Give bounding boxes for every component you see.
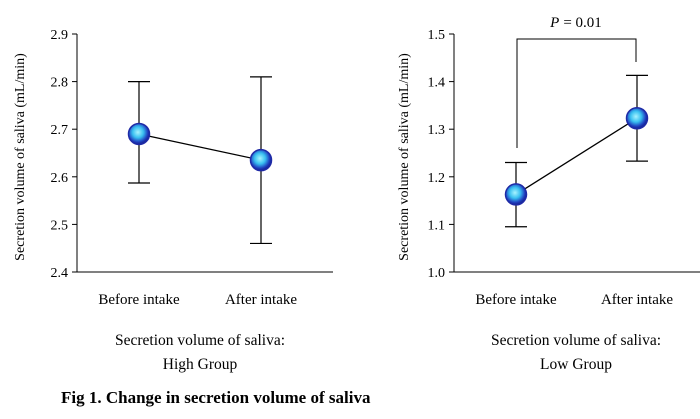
figure-caption: Fig 1. Change in secretion volume of sal… [61,388,371,407]
y-tick-label: 2.7 [51,123,69,138]
y-axis-label: Secretion volume of saliva (mL/min) [13,53,28,261]
panel-description-line-2: High Group [163,356,238,373]
series-line [138,133,262,161]
y-tick-label: 2.8 [51,76,69,91]
data-point [625,107,649,130]
p-value-text: = 0.01 [563,15,601,31]
y-axis-label: Secretion volume of saliva (mL/min) [397,53,412,261]
y-tick-label: 2.9 [51,28,69,43]
panel-description-line-1: Secretion volume of saliva: [491,332,661,349]
data-marks [504,74,649,228]
panel-description-line-2: Low Group [540,356,612,373]
category-label-after: After intake [225,292,297,308]
category-label-before: Before intake [98,292,180,308]
y-ticks: 1.0 1.1 1.2 1.3 1.4 1.5 [428,28,454,281]
category-label-before: Before intake [475,292,557,308]
series-line [515,117,638,195]
y-tick-label: 1.1 [428,218,446,233]
category-label-after: After intake [601,292,673,308]
panel-description-line-1: Secretion volume of saliva: [115,332,285,349]
y-tick-label: 1.0 [428,266,446,281]
y-tick-label: 2.5 [51,218,69,233]
data-point [504,183,528,206]
y-tick-label: 2.6 [51,171,69,186]
data-point [249,148,273,172]
chart-low-group: Secretion volume of saliva (mL/min) 1.01… [397,15,700,373]
p-symbol: P [549,15,559,31]
data-point [127,122,151,146]
y-tick-label: 1.2 [428,171,446,186]
significance-bracket [516,38,637,148]
y-ticks: 2.4 2.5 2.6 2.7 2.8 2.9 [51,28,77,281]
y-tick-label: 2.4 [51,266,69,281]
chart-high-group: Secretion volume of saliva (mL/min) 2.42… [13,28,333,373]
y-tick-label: 1.4 [428,76,446,91]
p-value-annotation: P = 0.01 [549,15,602,31]
data-marks [127,76,273,245]
y-tick-label: 1.5 [428,28,446,43]
y-tick-label: 1.3 [428,123,446,138]
